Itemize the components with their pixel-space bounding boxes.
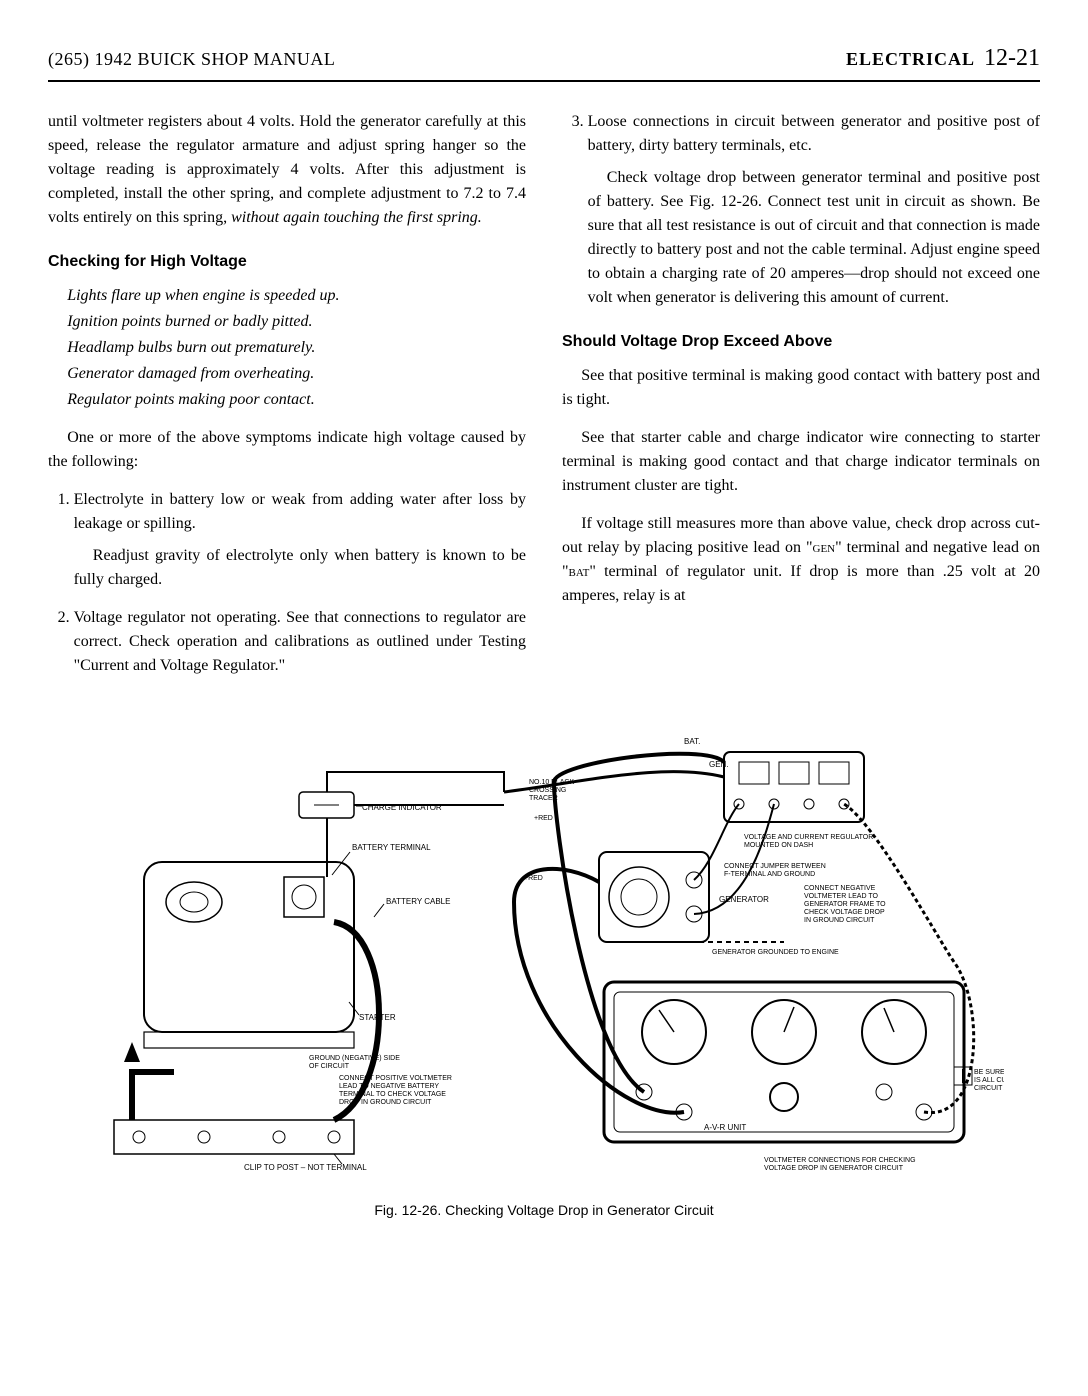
body-columns: until voltmeter registers about 4 volts.… [48,110,1040,692]
figure-12-26: CHARGE INDICATOR BATTERY TERMINAL BATTER… [48,722,1040,1221]
lbl-red2: +RED [524,875,543,882]
column-left: until voltmeter registers about 4 volts.… [48,110,526,692]
lbl-gen-ground: GENERATOR GROUNDED TO ENGINE [712,949,839,956]
page-header: (265) 1942 BUICK SHOP MANUAL ELECTRICAL … [48,40,1040,82]
figure-caption: Fig. 12-26. Checking Voltage Drop in Gen… [48,1200,1040,1221]
p5bat: bat [569,563,590,580]
header-right: ELECTRICAL 12-21 [846,40,1040,76]
cause-2-text: Voltage regulator not operating. See tha… [74,609,526,674]
heading-drop-exceed: Should Voltage Drop Exceed Above [562,330,1040,354]
symptom-1: Lights flare up when engine is speeded u… [48,284,526,308]
p5c: " terminal of regulator unit. If drop is… [562,563,1040,604]
cause-2: Voltage regulator not operating. See tha… [74,606,526,678]
cause-3-text: Loose connections in circuit between gen… [588,113,1040,154]
cause-list-cont: Loose connections in circuit between gen… [562,110,1040,310]
para-intro: until voltmeter registers about 4 volts.… [48,110,526,230]
lbl-avr: A-V-R UNIT [704,1123,746,1132]
symptom-4: Generator damaged from overheating. [48,362,526,386]
cause-1: Electrolyte in battery low or weak from … [74,488,526,592]
cause-3-sub: Check voltage drop between generator ter… [588,166,1040,310]
lbl-bat-term: BATTERY TERMINAL [352,843,431,852]
lbl-generator: GENERATOR [719,895,769,904]
lbl-conn-pos: CONNECT POSITIVE VOLTMETER LEAD TO NEGAT… [339,1075,454,1106]
para-starter-cable: See that starter cable and charge indica… [562,426,1040,498]
cause-list: Electrolyte in battery low or weak from … [48,488,526,678]
lbl-clip: CLIP TO POST – NOT TERMINAL [244,1163,367,1172]
para-positive-term: See that positive terminal is making goo… [562,364,1040,412]
header-section: ELECTRICAL [846,49,975,69]
cause-3: Loose connections in circuit between gen… [588,110,1040,310]
p5gen: gen [813,539,836,556]
lbl-starter: STARTER [359,1013,396,1022]
header-page: 12-21 [984,45,1040,71]
para-symptoms: One or more of the above symptoms indica… [48,426,526,474]
cause-1-sub: Readjust gravity of electrolyte only whe… [74,544,526,592]
lbl-bat-cable: BATTERY CABLE [386,897,450,906]
lbl-red1: +RED [534,815,553,822]
symptom-2: Ignition points burned or badly pitted. [48,310,526,334]
para-intro-italic: without again touching the first spring. [231,209,482,226]
heading-high-voltage: Checking for High Voltage [48,250,526,274]
para-relay-check: If voltage still measures more than abov… [562,512,1040,608]
lbl-ground-side: GROUND (NEGATIVE) SIDE OF CIRCUIT [309,1055,402,1070]
column-right: Loose connections in circuit between gen… [562,110,1040,692]
lbl-charge-ind: CHARGE INDICATOR [362,803,442,812]
figure-diagram: CHARGE INDICATOR BATTERY TERMINAL BATTER… [84,722,1004,1182]
lbl-vcr: VOLTAGE AND CURRENT REGULATOR MOUNTED ON… [744,834,875,849]
lbl-gen: GEN. [709,760,729,769]
lbl-jumper: CONNECT JUMPER BETWEEN F-TERMINAL AND GR… [724,863,828,878]
lbl-resist: BE SURE RESISTANCE IS ALL CUT OUT OF CIR… [974,1069,1004,1092]
cause-1-text: Electrolyte in battery low or weak from … [74,491,526,532]
symptom-5: Regulator points making poor contact. [48,388,526,412]
lbl-bat: BAT. [684,737,700,746]
lbl-no10: NO.10 BLACK CROSSING TRACER [529,779,576,802]
lbl-vm-conn: VOLTMETER CONNECTIONS FOR CHECKING VOLTA… [764,1157,918,1172]
lbl-conn-neg: CONNECT NEGATIVE VOLTMETER LEAD TO GENER… [804,885,888,924]
header-left: (265) 1942 BUICK SHOP MANUAL [48,46,335,73]
symptom-3: Headlamp bulbs burn out prematurely. [48,336,526,360]
